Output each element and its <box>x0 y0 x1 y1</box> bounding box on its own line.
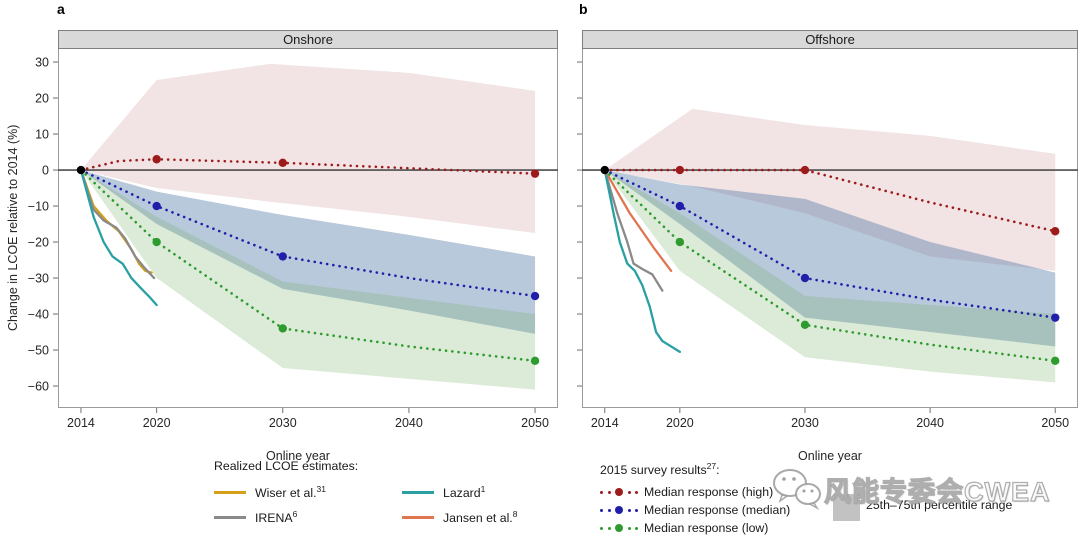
panel-a-plot-area <box>58 48 558 408</box>
x-tick-label: 2040 <box>916 416 944 430</box>
legend-item-label: Jansen et al.8 <box>443 509 518 526</box>
y-tick-label: 0 <box>42 163 49 177</box>
legend-item-label: Median response (median) <box>644 503 791 518</box>
y-tick-label: −20 <box>28 235 49 249</box>
y-tick-label: −60 <box>28 379 49 393</box>
legend-item-label: Median response (low) <box>644 521 769 536</box>
legend-item-label: Lazard1 <box>443 484 486 501</box>
x-tick-label: 2050 <box>1041 416 1069 430</box>
legend-realized-items: Wiser et al.31 IRENA6 Lazard1 Jansen et … <box>214 480 574 530</box>
legend-item-jansen: Jansen et al.8 <box>402 509 574 526</box>
x-tick-label: 2030 <box>791 416 819 430</box>
y-axis-label: Change in LCOE relative to 2014 (%) <box>6 124 20 332</box>
wiser-line-swatch <box>214 491 246 494</box>
panel-a-letter: a <box>57 1 65 17</box>
x-tick-label: 2014 <box>591 416 619 430</box>
legend-item-label: IRENA6 <box>255 509 298 526</box>
legend-item-label: Median response (high) <box>644 485 774 500</box>
x-tick-label: 2030 <box>269 416 297 430</box>
percentile-band-swatch <box>833 494 860 521</box>
y-tick-label: −30 <box>28 271 49 285</box>
panel-a-header: Onshore <box>58 30 558 49</box>
legend-item-median-median: Median response (median) <box>600 501 930 519</box>
legend-item-lazard: Lazard1 <box>402 484 574 501</box>
x-tick-label: 2020 <box>666 416 694 430</box>
x-tick-label: 2040 <box>395 416 423 430</box>
panel-b-plot-area <box>582 48 1078 408</box>
x-tick-label: 2020 <box>143 416 171 430</box>
y-tick-label: 20 <box>35 91 49 105</box>
panel-b-header: Offshore <box>582 30 1078 49</box>
irena-line-swatch <box>214 516 246 519</box>
x-tick-label: 2014 <box>67 416 95 430</box>
legend-item-median-high: Median response (high) <box>600 483 930 501</box>
percentile-band-label: 25th–75th percentile range <box>866 498 1013 512</box>
high-dotted-swatch <box>600 488 638 497</box>
legend-item-median-low: Median response (low) <box>600 519 930 537</box>
legend-survey: 2015 survey results27: Median response (… <box>600 461 930 537</box>
legend-item-irena: IRENA6 <box>214 509 402 526</box>
lazard-line-swatch <box>402 491 434 494</box>
y-tick-label: −40 <box>28 307 49 321</box>
x-tick-label: 2050 <box>521 416 549 430</box>
legend-survey-title: 2015 survey results27: <box>600 461 720 478</box>
low-dotted-swatch <box>600 524 638 533</box>
y-tick-label: 30 <box>35 55 49 69</box>
legend-item-label: Wiser et al.31 <box>255 484 326 501</box>
x-axis-label-a: Online year <box>266 449 330 463</box>
legend-item-wiser: Wiser et al.31 <box>214 484 402 501</box>
y-tick-label: 10 <box>35 127 49 141</box>
y-tick-label: −10 <box>28 199 49 213</box>
panel-b-letter: b <box>579 1 588 17</box>
legend-realized: Realized LCOE estimates: Wiser et al.31 … <box>214 459 574 530</box>
y-tick-label: −50 <box>28 343 49 357</box>
x-axis-label-b: Online year <box>798 449 862 463</box>
jansen-line-swatch <box>402 516 434 519</box>
legend-realized-title: Realized LCOE estimates: <box>214 459 359 473</box>
median-dotted-swatch <box>600 506 638 515</box>
